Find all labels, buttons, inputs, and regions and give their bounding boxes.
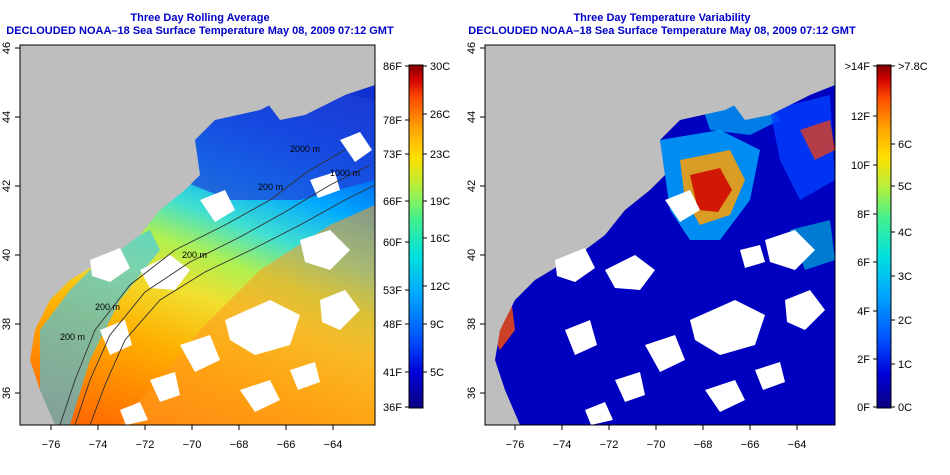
colorbar-label: 8F (857, 209, 870, 221)
right-x-tick-labels: −76 −74 −72 −70 −68 −66 −64 (506, 439, 807, 451)
y-tick-label: 44 (466, 111, 478, 123)
colorbar-label: 30C (430, 61, 450, 73)
right-title-2: DECLOUDED NOAA–18 Sea Surface Temperatur… (468, 25, 856, 37)
colorbar-label: 78F (383, 115, 402, 127)
colorbar-label: 86F (383, 61, 402, 73)
left-land (20, 45, 375, 425)
left-title-2: DECLOUDED NOAA–18 Sea Surface Temperatur… (6, 25, 394, 37)
colorbar-label: >7.8C (898, 61, 928, 73)
colorbar-label: 19C (430, 196, 450, 208)
colorbar-label: 0F (857, 402, 870, 414)
colorbar-label: 4F (857, 306, 870, 318)
left-contour-labels: 200 m 1000 m 200 m 2000 m 200 m 200 m (60, 144, 360, 342)
left-clouds (90, 132, 372, 425)
colorbar-label: 66F (383, 196, 402, 208)
colorbar-label: 0C (898, 402, 912, 414)
y-tick-label: 40 (466, 249, 478, 261)
left-colorbar-c-labels: 30C 26C 23C 19C 16C 12C 9C 5C (430, 61, 450, 379)
left-x-tick-labels: −76 −74 −72 −70 −68 −66 −64 (42, 439, 343, 451)
colorbar-label: 12F (851, 111, 870, 123)
contour-label: 200 m (60, 332, 85, 342)
x-tick-label: −72 (136, 439, 155, 451)
x-tick-label: −72 (600, 439, 619, 451)
colorbar-label: >14F (845, 61, 871, 73)
colorbar-label: 4C (898, 227, 912, 239)
colorbar-label: 60F (383, 237, 402, 249)
colorbar-label: 23C (430, 149, 450, 161)
x-tick-label: −70 (647, 439, 666, 451)
colorbar-label: 12C (430, 281, 450, 293)
colorbar-label: 9C (430, 319, 444, 331)
colorbar-label: 48F (383, 319, 402, 331)
colorbar-label: 26C (430, 109, 450, 121)
colorbar-label: 73F (383, 149, 402, 161)
right-map (485, 45, 835, 425)
x-tick-label: −68 (230, 439, 249, 451)
colorbar-label: 5C (898, 181, 912, 193)
contour-label: 200 m (182, 250, 207, 260)
left-coastal-strip (40, 230, 160, 425)
left-map: 200 m 1000 m 200 m 2000 m 200 m 200 m (20, 45, 375, 425)
x-tick-label: −74 (89, 439, 108, 451)
left-colorbar (408, 64, 424, 409)
left-frame (19, 44, 376, 426)
right-clouds (555, 190, 825, 425)
right-land (485, 45, 835, 425)
x-tick-label: −66 (277, 439, 296, 451)
y-tick-label: 38 (466, 318, 478, 330)
right-axis-ticks (480, 47, 798, 430)
colorbar-label: 36F (383, 402, 402, 414)
left-contours (59, 149, 375, 425)
colorbar-label: 1C (898, 359, 912, 371)
colorbar-label: 41F (383, 367, 402, 379)
right-nova-scotia (730, 60, 835, 120)
contour-label: 200 m (95, 302, 120, 312)
right-colorbar-c-labels: >7.8C 6C 5C 4C 3C 2C 1C 0C (898, 61, 928, 414)
left-title-1: Three Day Rolling Average (130, 12, 270, 24)
colorbar-label: 5C (430, 367, 444, 379)
right-colorbar-ticks (873, 65, 895, 408)
y-tick-label: 42 (1, 180, 13, 192)
right-frame (484, 44, 836, 426)
y-tick-label: 42 (466, 180, 478, 192)
y-tick-label: 36 (1, 387, 13, 399)
x-tick-label: −70 (183, 439, 202, 451)
left-colorbar-ticks (405, 65, 427, 408)
x-tick-label: −64 (788, 439, 807, 451)
right-colorbar-f-labels: >14F 12F 10F 8F 6F 4F 2F 0F (845, 61, 871, 414)
y-tick-label: 36 (466, 387, 478, 399)
x-tick-label: −64 (324, 439, 343, 451)
x-tick-label: −68 (694, 439, 713, 451)
x-tick-label: −76 (506, 439, 525, 451)
y-tick-label: 40 (1, 249, 13, 261)
y-tick-label: 44 (1, 111, 13, 123)
y-tick-label: 46 (466, 42, 478, 54)
right-title-1: Three Day Temperature Variability (573, 12, 751, 24)
contour-label: 1000 m (330, 168, 360, 178)
right-y-tick-labels: 46 44 42 40 38 36 (466, 42, 478, 399)
colorbar-label: 2C (898, 315, 912, 327)
x-tick-label: −66 (741, 439, 760, 451)
left-y-tick-labels: 46 44 42 40 38 36 (1, 42, 13, 399)
colorbar-label: 16C (430, 233, 450, 245)
colorbar-label: 53F (383, 285, 402, 297)
x-tick-label: −74 (553, 439, 572, 451)
left-axis-ticks (15, 47, 334, 430)
colorbar-label: 2F (857, 354, 870, 366)
y-tick-label: 38 (1, 318, 13, 330)
left-colorbar-f-labels: 86F 78F 73F 66F 60F 53F 48F 41F 36F (383, 61, 402, 414)
colorbar-label: 6F (857, 257, 870, 269)
right-colorbar (876, 64, 892, 409)
left-nova-scotia (265, 60, 375, 120)
colorbar-label: 3C (898, 271, 912, 283)
colorbar-label: 6C (898, 139, 912, 151)
contour-label: 200 m (258, 182, 283, 192)
contour-label: 2000 m (290, 144, 320, 154)
x-tick-label: −76 (42, 439, 61, 451)
y-tick-label: 46 (1, 42, 13, 54)
colorbar-label: 10F (851, 160, 870, 172)
